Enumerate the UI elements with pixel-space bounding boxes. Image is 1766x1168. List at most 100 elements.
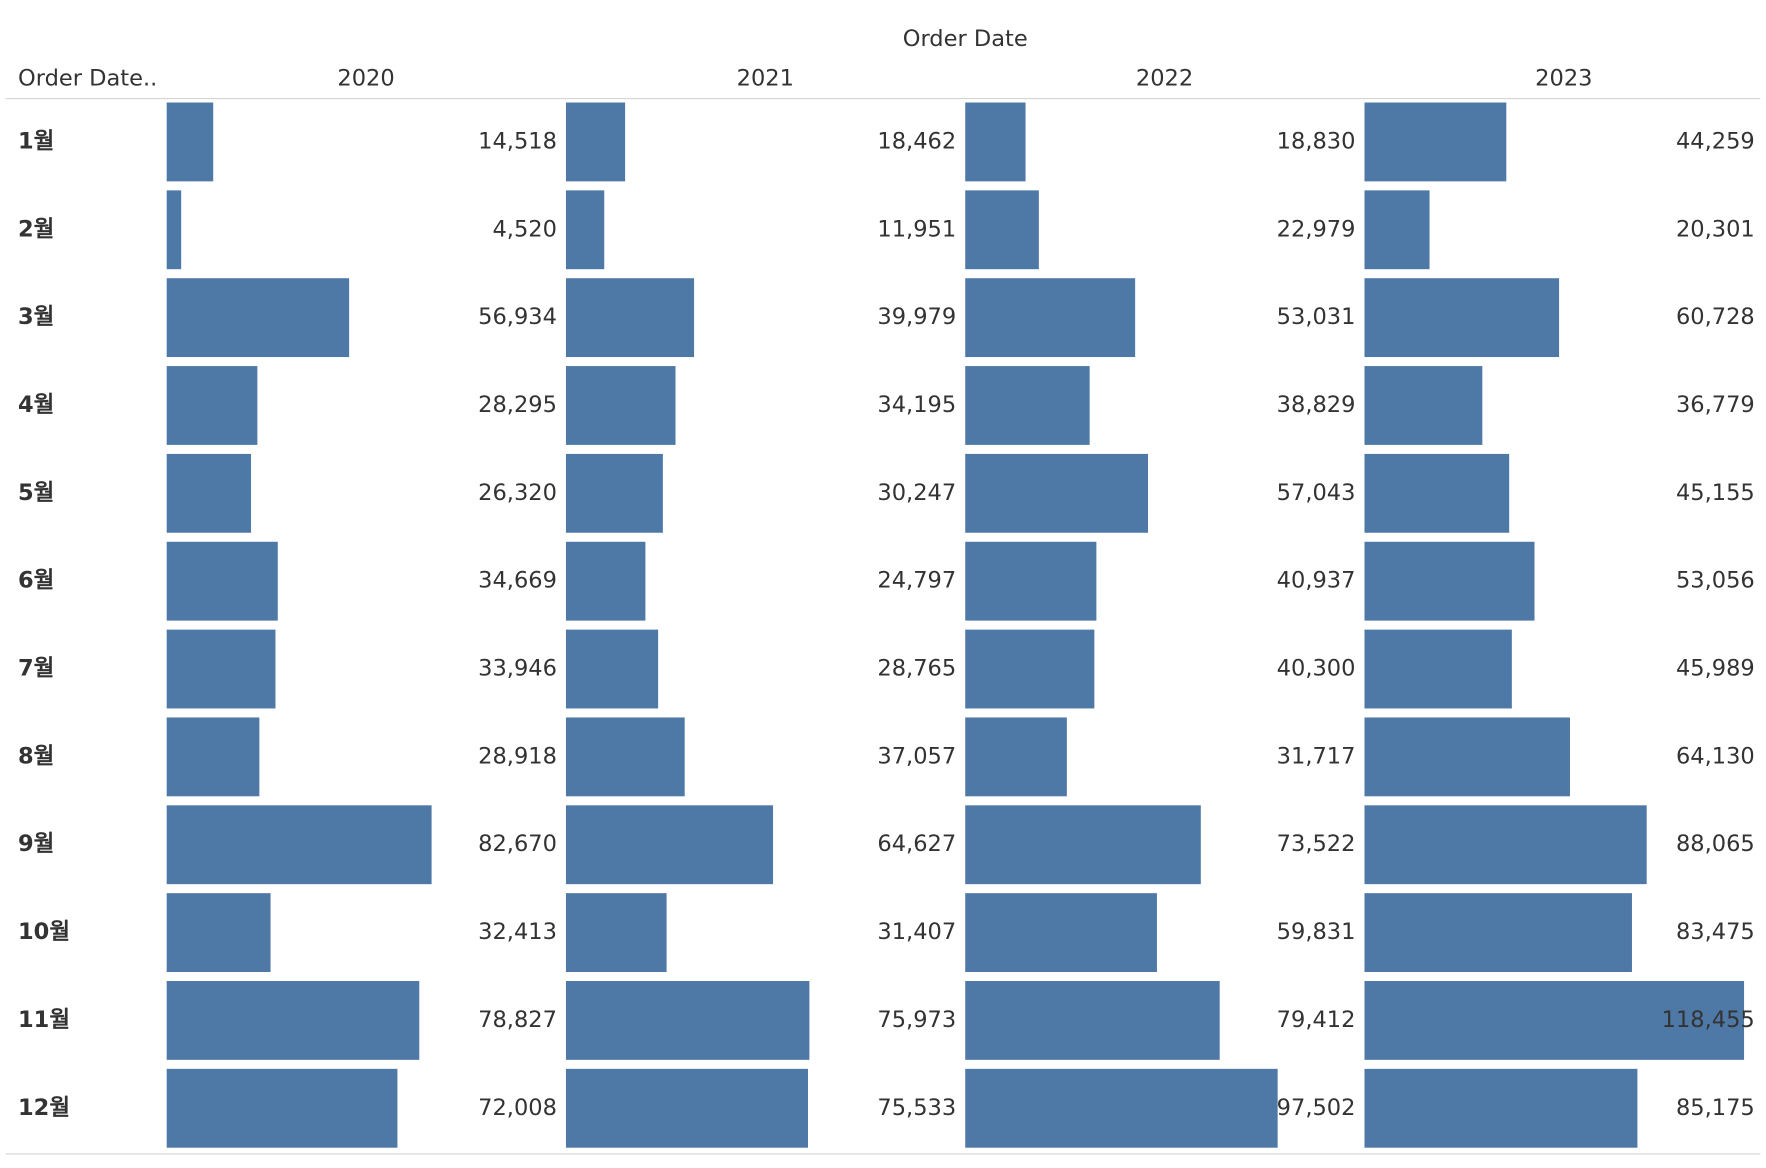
value-label: 11,951	[877, 216, 956, 242]
bar	[166, 805, 432, 885]
row-label: 10월	[18, 919, 70, 945]
value-label: 59,831	[1277, 919, 1356, 945]
bar	[166, 893, 271, 973]
bar	[565, 366, 676, 445]
value-label: 33,946	[478, 656, 557, 682]
bar	[1364, 981, 1745, 1060]
column-label: 2021	[737, 65, 794, 91]
value-label: 85,175	[1676, 1095, 1755, 1121]
value-label: 97,502	[1277, 1095, 1356, 1121]
value-label: 34,195	[877, 392, 956, 418]
bar	[166, 366, 258, 445]
value-label: 31,717	[1277, 743, 1356, 769]
bar	[565, 629, 659, 709]
bar	[166, 1068, 398, 1148]
value-label: 28,918	[478, 743, 557, 769]
bar	[1364, 278, 1560, 358]
bar	[1364, 102, 1507, 182]
bar	[965, 717, 1067, 797]
value-label: 36,779	[1676, 392, 1755, 418]
bar	[1364, 541, 1535, 621]
row-label: 3월	[18, 304, 54, 330]
bar	[565, 717, 685, 797]
column-header-title: Order Date	[903, 26, 1028, 52]
bar	[965, 629, 1095, 709]
bar	[166, 629, 276, 709]
bar	[965, 102, 1026, 182]
bar	[965, 1068, 1278, 1148]
bar	[166, 190, 182, 270]
value-label: 24,797	[877, 568, 956, 594]
bar	[1364, 629, 1512, 709]
value-label: 78,827	[478, 1007, 557, 1033]
bar	[965, 453, 1149, 533]
bar	[166, 981, 420, 1060]
row-label: 7월	[18, 656, 54, 682]
value-label: 72,008	[478, 1095, 557, 1121]
value-label: 75,973	[877, 1007, 956, 1033]
value-label: 4,520	[492, 216, 556, 242]
value-label: 22,979	[1277, 216, 1356, 242]
value-label: 57,043	[1277, 480, 1356, 506]
bar	[565, 541, 646, 621]
value-label: 83,475	[1676, 919, 1755, 945]
row-label: 4월	[18, 392, 54, 418]
bar	[565, 981, 810, 1060]
value-label: 34,669	[478, 568, 557, 594]
row-label: 8월	[18, 743, 54, 769]
bar	[1364, 366, 1483, 445]
bar	[1364, 1068, 1638, 1148]
value-label: 118,455	[1662, 1007, 1755, 1033]
column-label: 2022	[1136, 65, 1193, 91]
value-label: 38,829	[1277, 392, 1356, 418]
bar	[565, 893, 667, 973]
bar	[965, 366, 1090, 445]
bar	[1364, 190, 1430, 270]
bar	[166, 102, 214, 182]
value-label: 64,627	[877, 831, 956, 857]
value-label: 75,533	[877, 1095, 956, 1121]
value-label: 45,989	[1676, 656, 1755, 682]
bar	[965, 981, 1220, 1060]
value-label: 39,979	[877, 304, 956, 330]
bar	[565, 278, 695, 358]
value-label: 79,412	[1277, 1007, 1356, 1033]
value-label: 56,934	[478, 304, 557, 330]
value-label: 28,295	[478, 392, 557, 418]
value-label: 40,937	[1277, 568, 1356, 594]
value-label: 44,259	[1676, 128, 1755, 154]
bar	[965, 893, 1157, 973]
value-label: 26,320	[478, 480, 557, 506]
bar	[965, 190, 1039, 270]
bar	[166, 278, 350, 358]
bar	[166, 453, 252, 533]
row-label: 9월	[18, 831, 54, 857]
value-label: 82,670	[478, 831, 557, 857]
value-label: 32,413	[478, 919, 557, 945]
bar	[1364, 717, 1570, 797]
row-label: 11월	[18, 1007, 70, 1033]
column-label: 2023	[1535, 65, 1592, 91]
value-label: 73,522	[1277, 831, 1356, 857]
value-label: 60,728	[1676, 304, 1755, 330]
bar	[565, 102, 626, 182]
bar	[965, 541, 1097, 621]
bar	[965, 278, 1136, 358]
bar	[166, 541, 278, 621]
value-label: 45,155	[1676, 480, 1755, 506]
bar	[1364, 805, 1647, 885]
value-label: 14,518	[478, 128, 557, 154]
bar	[565, 190, 605, 270]
value-label: 64,130	[1676, 743, 1755, 769]
row-label: 6월	[18, 568, 54, 594]
value-label: 30,247	[877, 480, 956, 506]
bar	[1364, 893, 1632, 973]
value-label: 88,065	[1676, 831, 1755, 857]
row-label: 2월	[18, 216, 54, 242]
value-label: 18,830	[1277, 128, 1356, 154]
row-label: 1월	[18, 128, 54, 154]
value-label: 20,301	[1676, 216, 1755, 242]
bar	[565, 1068, 808, 1148]
